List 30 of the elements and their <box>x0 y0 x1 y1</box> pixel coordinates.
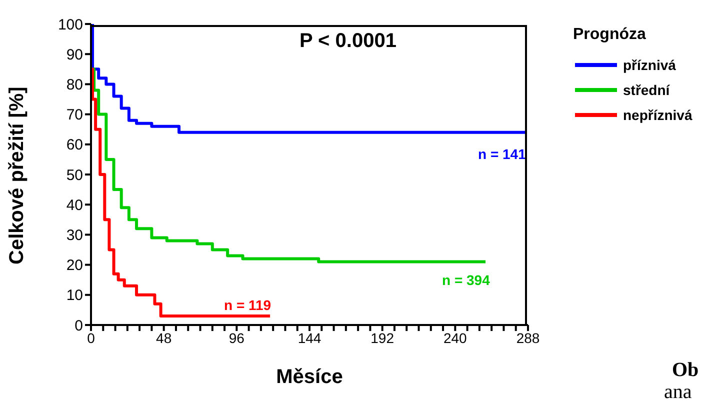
x-tick-label: 0 <box>87 330 96 346</box>
annotation: n = 394 <box>442 272 490 288</box>
legend-title: Prognóza <box>573 26 647 44</box>
y-tick-label: 70 <box>66 106 83 124</box>
y-axis-title: Celkové přežití [%] <box>6 86 28 264</box>
y-tick-label: 50 <box>66 166 83 184</box>
y-tick-label: 40 <box>66 196 83 214</box>
legend-label: nepříznivá <box>623 106 692 122</box>
text: ana <box>664 381 692 403</box>
y-tick-label: 80 <box>66 76 83 94</box>
y-tick-label: 20 <box>66 257 83 274</box>
y-tick-label: 10 <box>66 287 83 304</box>
annotation: P < 0.0001 <box>298 30 398 53</box>
x-tick-label: 240 <box>443 330 468 346</box>
y-tick-label: 30 <box>66 227 83 244</box>
annotation: n = 141 <box>478 146 526 162</box>
x-axis-title: Měsíce <box>276 366 343 388</box>
x-tick-label: 192 <box>370 330 394 346</box>
x-tick-label: 288 <box>516 330 540 346</box>
y-tick-label: 0 <box>74 317 83 334</box>
y-tick-label: 100 <box>58 16 83 34</box>
x-tick-label: 96 <box>228 330 245 346</box>
legend-label: příznivá <box>623 56 676 72</box>
text: Ob <box>672 359 699 382</box>
x-tick-label: 48 <box>156 330 172 346</box>
x-tick-label: 144 <box>298 330 322 346</box>
y-tick-label: 60 <box>66 136 83 154</box>
y-tick-label: 90 <box>66 46 83 64</box>
annotation: n = 119 <box>224 297 272 313</box>
legend-label: střední <box>623 82 670 98</box>
